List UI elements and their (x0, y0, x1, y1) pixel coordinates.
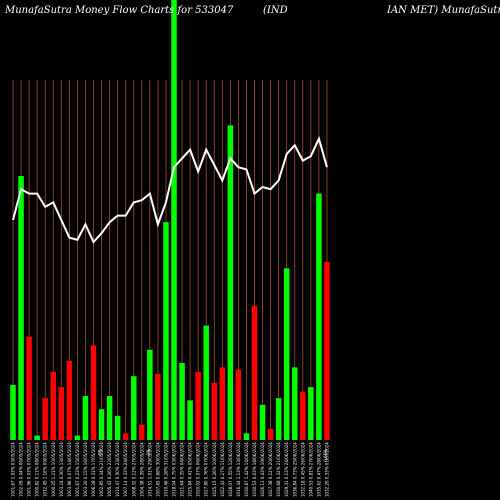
money-flow-line (12, 135, 328, 244)
volume-bar (195, 371, 201, 440)
x-tick-label: 1010.47 0.50% 23/05/2024 (115, 442, 120, 497)
volume-bar (308, 387, 314, 440)
x-tick-label: 1002.09 0.04% 06/05/2024 (19, 442, 24, 497)
x-tick-label: 1008.32 0.12% 27/05/2024 (131, 442, 136, 497)
volume-bar (82, 396, 89, 440)
x-tick-label: 1029.31 0.13% 24/06/2024 (284, 442, 289, 497)
x-tick-label: 1032.20 0.33% 01/07/2024 (324, 442, 329, 497)
x-tick-label: 1001.67 0.23% 15/05/2024 (75, 442, 80, 497)
volume-bar (275, 398, 282, 440)
x-tick-label: 1005.43 0.26% 22/05/2024 (107, 442, 112, 497)
volume-bar (147, 349, 153, 440)
volume-bar (66, 360, 73, 440)
x-tick-label: 1020.02 0.57% 06/06/2024 (196, 442, 201, 497)
x-tick-label: 1000.25 1.21% 10/05/2024 (51, 442, 56, 497)
volume-bar (179, 363, 185, 440)
x-tick-label: 1003.20 0.15% 16/05/2024 (83, 442, 88, 497)
volume-bar (283, 268, 290, 440)
volume-bar (114, 415, 121, 440)
volume-bar (235, 369, 242, 440)
x-tick-label: 1010.46 0.28% 31/05/2024 (163, 442, 168, 497)
chart-title-left: MunafaSutra Money Flow Charts for 533047 (4, 5, 234, 16)
volume-bar (292, 367, 298, 440)
x-tick-label: 1030.53 0.03% 18/06/2024 (252, 442, 257, 497)
x-tick-label: 1002.85 0.34% 21/05/2024 (99, 442, 104, 497)
volume-bar (187, 400, 193, 440)
volume-bar (259, 404, 266, 440)
volume-bar (42, 398, 48, 440)
chart-title-mid: (IND (263, 5, 288, 16)
x-tick-label: 1018.04 0.75% 03/06/2024 (172, 442, 177, 497)
volume-bar (251, 305, 258, 440)
volume-bar (163, 222, 169, 440)
chart-title-right: IAN MET) MunafaSutra.com (386, 5, 500, 16)
x-tick-label: 1025.84 0.41% 05/06/2024 (188, 442, 193, 497)
volume-bar (139, 424, 145, 440)
volume-bar (219, 367, 226, 440)
x-tick-label: 1027.80 0.76% 07/06/2024 (204, 442, 209, 497)
volume-bar (18, 176, 24, 440)
volume-bar (131, 376, 137, 440)
volume-bar (26, 336, 32, 440)
volume-bar (34, 435, 40, 440)
volume-bar (10, 385, 16, 440)
volume-bar (316, 193, 322, 440)
x-tick-labels: 1001.67 1.93% 03/05/2024 1002.09 0.04% 06… (11, 442, 330, 497)
volume-bar (243, 433, 250, 440)
mid-label: 0.65% (323, 449, 328, 462)
x-tick-label: 1001.96 0.03% 07/05/2024 (27, 442, 32, 497)
volume-bar (300, 391, 306, 440)
volume-bars (10, 0, 330, 441)
x-tick-label: 1021.64 0.35% 04/06/2024 (180, 442, 185, 497)
x-tick-label: 1032.18 0.45% 26/06/2024 (300, 442, 305, 497)
volume-bar (50, 371, 56, 440)
x-tick-label: 1003.24 0.30% 13/05/2024 (59, 442, 64, 497)
x-tick-label: 1027.38 0.12% 20/06/2024 (268, 442, 273, 497)
x-tick-label: 1035.62 0.47% 28/06/2024 (316, 442, 321, 497)
volume-bar (90, 345, 97, 440)
x-tick-label: 1001.67 1.93% 03/05/2024 (11, 442, 16, 497)
mid-label: 0% (98, 449, 103, 456)
x-tick-label: 1012.45 1.16% 09/05/2024 (43, 442, 48, 497)
mid-label: 0% (146, 449, 151, 456)
x-tick-label: 1007.65 0.68% 30/05/2024 (155, 442, 160, 497)
volume-bar (155, 374, 161, 440)
volume-bar (74, 435, 81, 440)
volume-bar (106, 396, 113, 440)
volume-bar (227, 125, 234, 441)
x-tick-label: 1003.96 0.07% 14/05/2024 (67, 442, 72, 497)
volume-bar (267, 429, 274, 440)
x-tick-label: 1025.15 0.26% 10/06/2024 (212, 442, 217, 497)
volume-bar (98, 409, 105, 440)
volume-bar (211, 382, 217, 440)
x-tick-label: 1036.84 0.73% 25/06/2024 (292, 442, 297, 497)
volume-bar (171, 0, 177, 440)
x-tick-label: 1030.87 1.42% 14/06/2024 (244, 442, 249, 497)
x-tick-label: 1028.07 0.55% 12/06/2024 (228, 442, 233, 497)
volume-bar (203, 325, 209, 440)
x-tick-label: 1030.68 0.32% 21/06/2024 (276, 442, 281, 497)
volume-bar (58, 387, 65, 440)
volume-bar (122, 433, 129, 440)
x-tick-label: 1026.13 0.43% 19/06/2024 (260, 442, 265, 497)
x-tick-label: 1040.53 0.81% 27/06/2024 (308, 442, 313, 497)
x-tick-label: 1014.51 1.01% 29/05/2024 (147, 442, 152, 497)
volume-bar (324, 261, 330, 440)
x-tick-label: 1016.44 1.13% 13/06/2024 (236, 442, 241, 497)
x-tick-label: 1007.14 0.33% 24/05/2024 (123, 442, 128, 497)
x-tick-label: 1022.43 0.27% 11/06/2024 (220, 442, 225, 497)
x-tick-label: 1006.28 0.31% 17/05/2024 (91, 442, 96, 497)
x-tick-label: 1004.38 0.39% 28/05/2024 (139, 442, 144, 497)
mid-labels: 0% 0% 0.65% (98, 449, 328, 462)
x-tick-label: 1000.82 0.11% 08/05/2024 (35, 442, 40, 497)
